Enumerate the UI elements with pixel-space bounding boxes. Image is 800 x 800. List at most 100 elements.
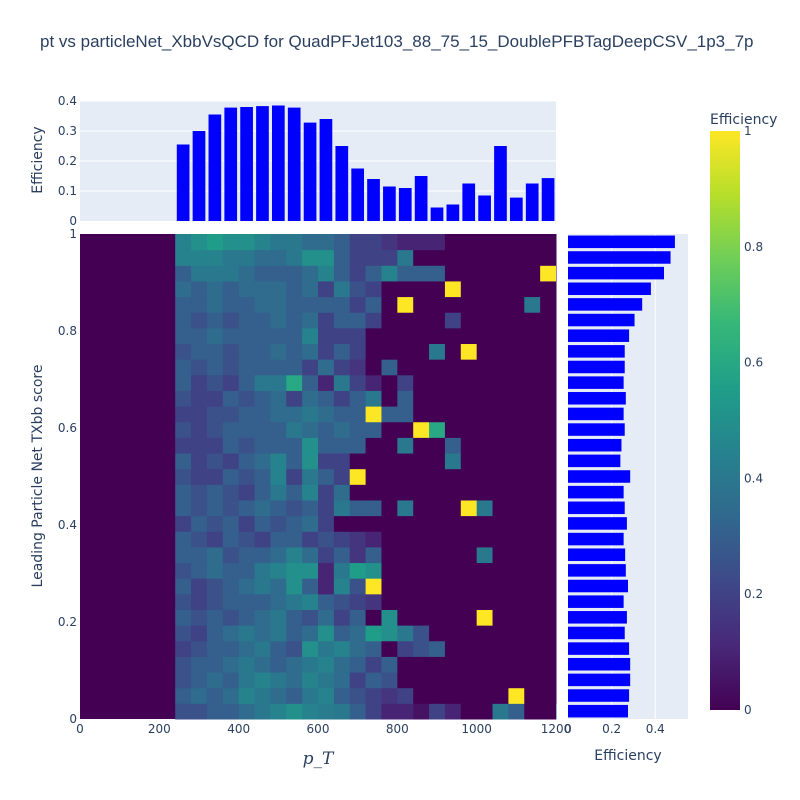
right-histogram-bar	[568, 501, 625, 515]
heatmap-cell	[524, 234, 541, 251]
heatmap-cell	[206, 234, 224, 251]
heatmap-cell	[413, 343, 430, 360]
heatmap-cell	[175, 406, 192, 423]
heatmap-cell	[318, 437, 335, 454]
heatmap-cell	[381, 265, 398, 282]
heatmap-cell	[254, 312, 271, 329]
heatmap-cell	[302, 234, 319, 251]
heatmap-cell	[508, 421, 525, 438]
heatmap-cell	[302, 499, 319, 517]
heatmap-cell	[175, 296, 192, 313]
heatmap-cell	[508, 484, 525, 501]
heatmap-cell	[333, 249, 351, 266]
heatmap-cell	[191, 703, 208, 720]
heatmap-cell	[381, 687, 398, 704]
heatmap-cell	[365, 453, 382, 470]
heatmap-cell	[333, 672, 351, 689]
heatmap-cell	[429, 468, 446, 485]
heatmap-cell	[206, 703, 224, 720]
heatmap-cell	[397, 406, 414, 423]
heatmap-cell	[302, 625, 319, 642]
heatmap-cell	[238, 499, 256, 517]
heatmap-cell	[397, 390, 414, 407]
heatmap-cell	[286, 609, 303, 626]
heatmap-cell	[429, 609, 446, 626]
heatmap-cell	[286, 546, 303, 564]
heatmap-cell	[556, 672, 557, 689]
heatmap-cell	[191, 280, 208, 298]
top-histogram-y-tick: 0	[69, 214, 77, 228]
heatmap-cell	[270, 265, 287, 282]
heatmap-cell	[302, 312, 319, 329]
heatmap-cell	[238, 327, 256, 345]
heatmap-cell	[476, 296, 494, 313]
heatmap-cell	[365, 640, 382, 657]
heatmap-cell	[429, 499, 446, 517]
heatmap-cell	[206, 578, 224, 595]
heatmap-cell	[318, 343, 335, 360]
heatmap-cell	[381, 437, 398, 454]
heatmap-cell	[191, 546, 208, 564]
heatmap-cell	[206, 406, 224, 423]
heatmap-cell	[206, 484, 224, 501]
right-histogram-bar	[568, 532, 624, 546]
heatmap-cell	[476, 703, 494, 720]
heatmap-cell	[476, 312, 494, 329]
heatmap-cell	[365, 593, 382, 610]
heatmap-cell	[444, 656, 462, 673]
heatmap-cell	[222, 453, 240, 470]
right-histogram-bar	[568, 454, 621, 468]
heatmap-cell	[413, 515, 430, 532]
heatmap-cell	[476, 672, 494, 689]
heatmap-cell	[191, 484, 208, 501]
heatmap-cell	[413, 531, 430, 548]
heatmap-cell	[381, 234, 398, 251]
heatmap-cell	[460, 515, 478, 532]
heatmap-cell	[333, 484, 351, 501]
heatmap-cell	[222, 703, 240, 720]
heatmap-cell	[349, 280, 367, 298]
right-histogram-bar	[568, 689, 630, 702]
heatmap-cell	[556, 546, 557, 564]
heatmap-cell	[238, 672, 256, 689]
heatmap-cell	[524, 249, 541, 266]
heatmap-cell	[429, 656, 446, 673]
heatmap-cell	[508, 546, 525, 564]
heatmap-cell	[175, 515, 192, 532]
heatmap-cell	[381, 421, 398, 438]
heatmap-cell	[254, 593, 271, 610]
heatmap-cell	[413, 546, 430, 564]
heatmap-cell	[318, 531, 335, 548]
heatmap-cell	[492, 609, 509, 626]
heatmap-cell	[444, 703, 462, 720]
heatmap-cell	[492, 327, 509, 345]
heatmap-cell	[540, 625, 557, 642]
heatmap-cell	[524, 578, 541, 595]
heatmap-cell	[556, 296, 557, 313]
heatmap-cell	[365, 280, 382, 298]
heatmap-cell	[254, 421, 271, 438]
heatmap-cell	[508, 327, 525, 345]
top-histogram-bar	[541, 178, 555, 221]
heatmap-cell	[476, 687, 494, 704]
heatmap-cell	[349, 374, 367, 391]
heatmap-cell	[397, 484, 414, 501]
heatmap-cell	[349, 453, 367, 470]
heatmap-cell	[444, 484, 462, 501]
heatmap-cell	[222, 437, 240, 454]
heatmap-cell	[302, 562, 319, 579]
heatmap-cell	[508, 234, 525, 251]
heatmap-cell	[492, 703, 509, 720]
right-histogram-bar	[568, 611, 627, 624]
heatmap-cell	[206, 687, 224, 704]
heatmap-cell	[508, 562, 525, 579]
heatmap-cell	[444, 312, 462, 329]
heatmap-cell	[540, 656, 557, 673]
heatmap-cell	[318, 406, 335, 423]
heatmap-cell	[381, 312, 398, 329]
right-histogram-bar	[568, 438, 622, 452]
heatmap-cell	[492, 359, 509, 376]
heatmap-cell	[318, 625, 335, 642]
heatmap-cell	[286, 359, 303, 376]
heatmap-cell	[302, 593, 319, 610]
